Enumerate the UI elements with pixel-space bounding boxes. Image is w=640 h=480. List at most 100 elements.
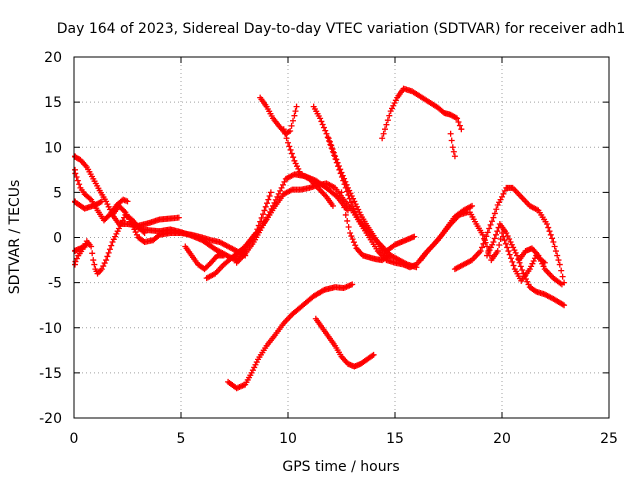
data-point [105, 249, 112, 256]
data-point [281, 178, 288, 185]
data-point [390, 102, 397, 109]
data-point [517, 263, 524, 270]
data-point [447, 130, 454, 137]
data-point [477, 248, 484, 255]
series-arc-19 [383, 233, 418, 255]
data-point [291, 112, 298, 119]
data-point [112, 233, 119, 240]
data-point [248, 369, 255, 376]
data-point [349, 202, 356, 209]
data-point [108, 242, 115, 249]
data-point [283, 135, 290, 142]
series-arc-8 [182, 243, 227, 273]
data-point [487, 221, 494, 228]
series-arc-22 [466, 209, 548, 284]
data-point [346, 187, 353, 194]
data-point [326, 138, 333, 145]
data-point [482, 239, 489, 246]
data-point [352, 242, 359, 249]
data-point [519, 266, 526, 273]
data-point [175, 214, 182, 221]
data-point [456, 122, 463, 129]
data-point [292, 160, 299, 167]
data-point [119, 217, 126, 224]
data-point [537, 257, 544, 264]
data-point [266, 192, 273, 199]
data-point [486, 225, 493, 232]
data-point [490, 214, 497, 221]
data-point [265, 196, 272, 203]
data-point [506, 236, 513, 243]
data-point [382, 126, 389, 133]
x-tick-label: 5 [177, 431, 186, 447]
data-point [89, 250, 96, 257]
data-point [287, 146, 294, 153]
data-point [334, 159, 341, 166]
data-point [458, 126, 465, 133]
data-point [448, 137, 455, 144]
data-point [104, 253, 111, 260]
data-point [98, 266, 105, 273]
series-arc-5 [72, 241, 90, 255]
data-point [350, 205, 357, 212]
data-point [110, 236, 117, 243]
y-tick-label: 5 [53, 185, 62, 201]
data-point [380, 130, 387, 137]
data-point [524, 278, 531, 285]
data-point [280, 181, 287, 188]
data-point [349, 281, 356, 288]
data-point [485, 249, 492, 256]
data-point [342, 211, 349, 218]
data-point [392, 97, 399, 104]
data-point [323, 130, 330, 137]
data-point [277, 187, 284, 194]
y-tick-label: 15 [44, 95, 62, 111]
data-point [342, 178, 349, 185]
data-point [493, 206, 500, 213]
data-point [353, 203, 360, 210]
data-point [512, 249, 519, 256]
data-point [117, 222, 124, 229]
data-point [267, 208, 274, 215]
data-point [454, 115, 461, 122]
data-point [526, 266, 533, 273]
data-point [271, 199, 278, 206]
series-arc-9 [203, 189, 274, 282]
data-point [329, 202, 336, 209]
tick-labels: 0 5 10 15 20 25 -20 -15 -10 -5 0 5 10 15 20 [39, 50, 618, 447]
data-point [260, 211, 267, 218]
data-point [338, 189, 345, 196]
data-point [131, 226, 138, 233]
data-point [386, 112, 393, 119]
data-point [520, 270, 527, 277]
data-point [496, 242, 503, 249]
y-tick-label: -10 [39, 321, 62, 337]
data-point [220, 252, 227, 259]
data-point [391, 100, 398, 107]
y-tick-label: 0 [53, 231, 62, 247]
data-point [101, 260, 108, 267]
series-arc-25 [225, 281, 356, 392]
data-point [128, 220, 135, 227]
data-point [494, 248, 501, 255]
data-point [90, 257, 97, 264]
data-point [540, 263, 547, 270]
chart-title: Day 164 of 2023, Sidereal Day-to-day VTE… [57, 21, 625, 37]
data-point [535, 252, 542, 259]
data-point [369, 352, 376, 359]
data-point [88, 243, 95, 250]
data-point [556, 261, 563, 268]
data-point [344, 184, 351, 191]
data-point [115, 225, 122, 232]
data-point [106, 246, 113, 253]
series-arc-18 [447, 130, 458, 160]
data-point [113, 230, 120, 237]
data-point [502, 240, 509, 247]
data-point [337, 166, 344, 173]
data-point [280, 126, 287, 133]
data-point [484, 243, 491, 250]
data-point [522, 276, 529, 283]
data-point [550, 239, 557, 246]
data-point [338, 169, 345, 176]
data-point [282, 130, 289, 137]
